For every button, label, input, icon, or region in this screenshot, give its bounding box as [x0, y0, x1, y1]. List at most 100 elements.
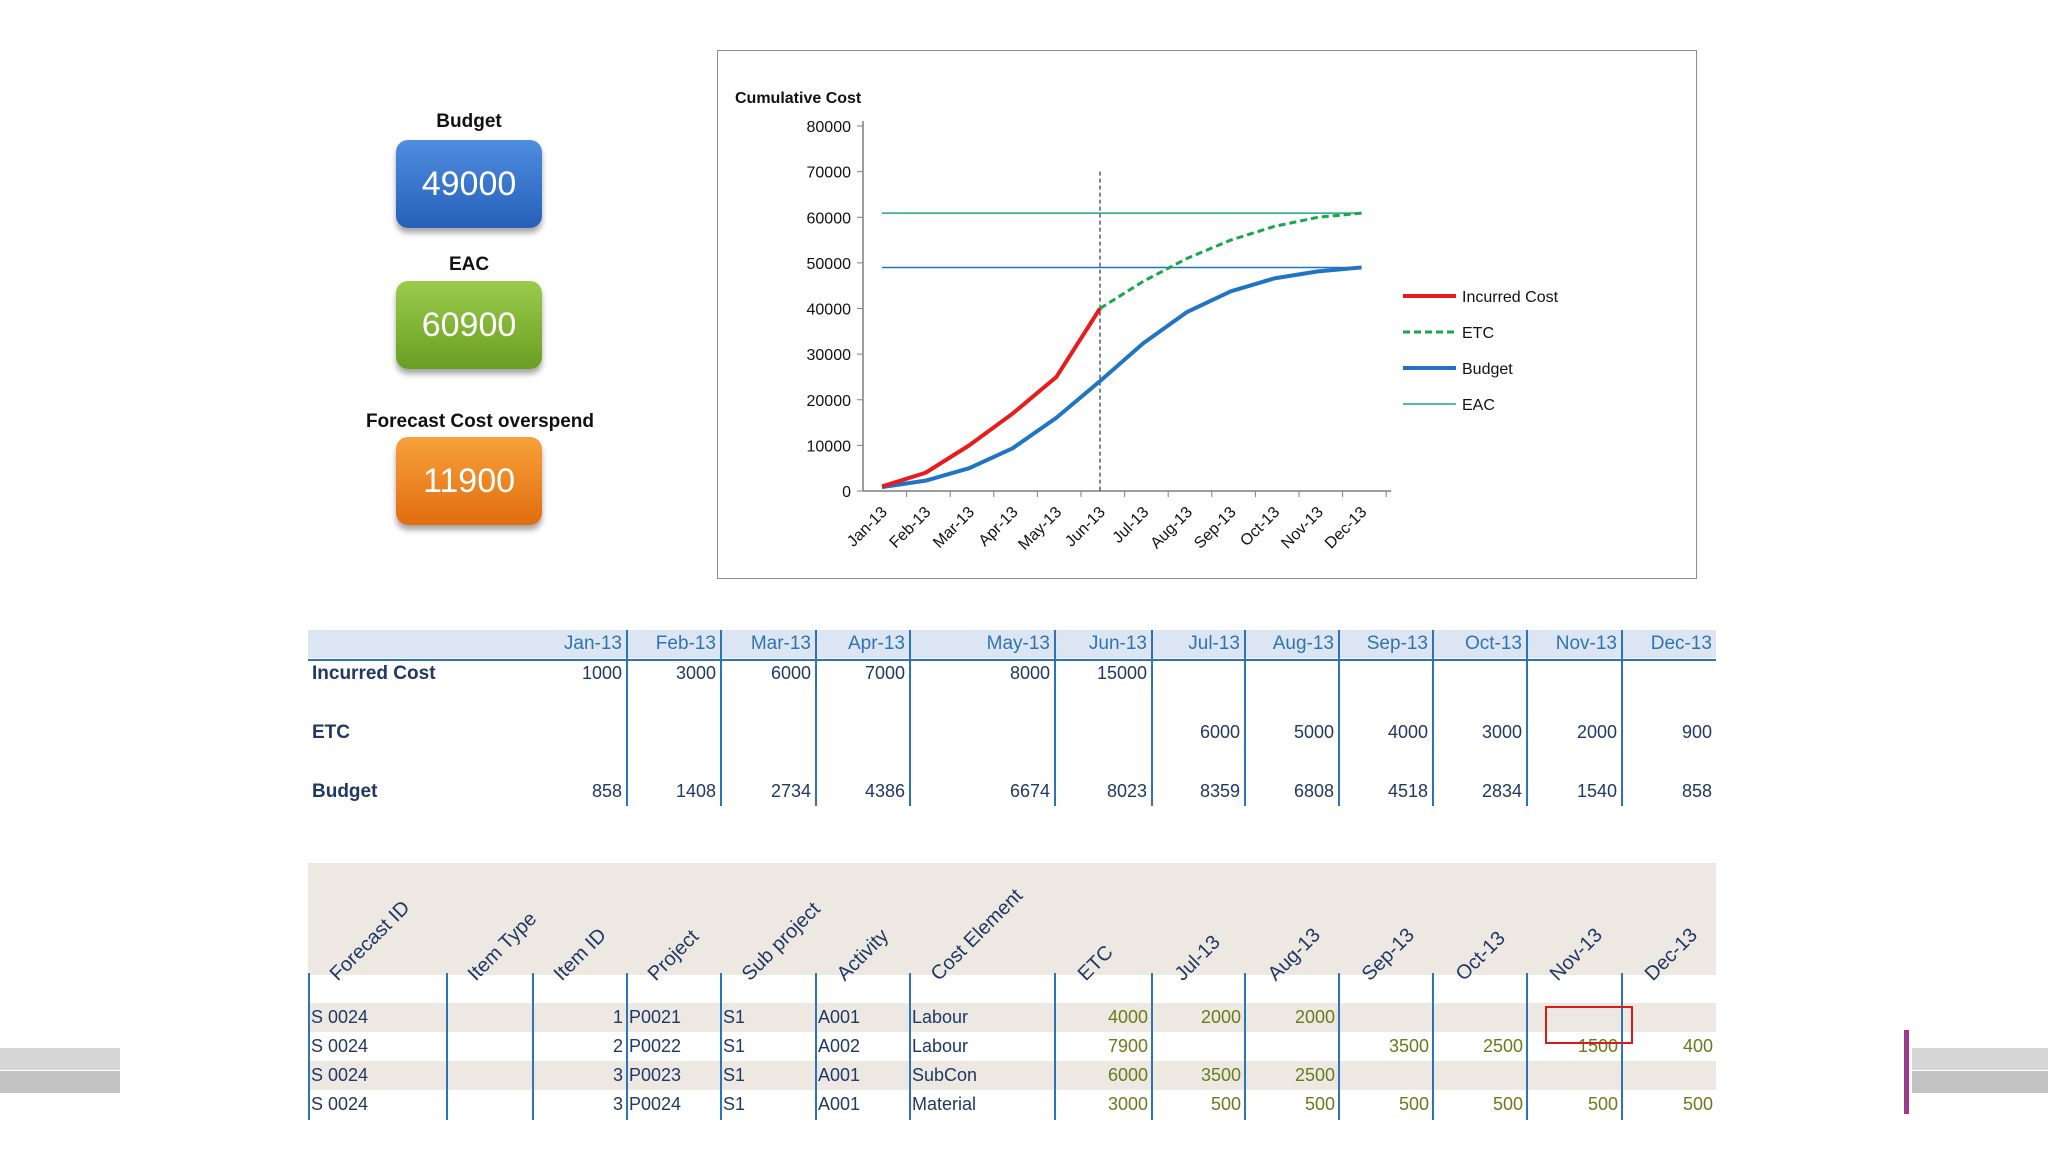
- x-tick-label: May-13: [1015, 504, 1065, 554]
- summary-row-label: Incurred Cost: [312, 663, 436, 684]
- header-underline: [308, 659, 1716, 661]
- column-divider: [909, 973, 911, 1120]
- column-divider: [1621, 973, 1623, 1120]
- table-cell: Material: [912, 1094, 977, 1114]
- x-tick-label: Mar-13: [930, 504, 978, 552]
- budget-tile: 49000: [396, 140, 542, 228]
- y-tick-label: 80000: [807, 119, 852, 136]
- column-divider: [532, 973, 534, 1120]
- cumulative-cost-chart: Cumulative Cost 0 10000 20000 30000 40000 5000…: [717, 50, 1697, 579]
- table-cell: 2500: [1294, 1065, 1335, 1085]
- table-cell: Labour: [912, 1007, 969, 1027]
- column-divider: [815, 630, 817, 806]
- table-cell: 6000: [1107, 1065, 1148, 1085]
- eac-value: 60900: [421, 305, 517, 344]
- table-cell: Labour: [912, 1036, 969, 1056]
- table-cell: 500: [1587, 1094, 1618, 1114]
- summary-cell: 4386: [864, 781, 905, 801]
- column-divider: [720, 630, 722, 806]
- chart-title: Cumulative Cost: [735, 90, 862, 107]
- summary-cell: 3000: [675, 663, 716, 683]
- summary-cell: 900: [1681, 722, 1712, 742]
- summary-month-header: Mar-13: [720, 630, 815, 658]
- column-divider: [1432, 630, 1434, 806]
- table-cell: P0021: [629, 1007, 682, 1027]
- column-divider: [626, 630, 628, 806]
- summary-month-header: Oct-13: [1432, 630, 1526, 658]
- x-tick-label: Feb-13: [887, 504, 935, 552]
- overspend-label: Forecast Cost overspend: [365, 411, 595, 432]
- y-tick-label: 10000: [807, 438, 852, 455]
- summary-cell: 1408: [675, 781, 716, 801]
- table-row: S 0024 3 P0023 S1 A001 SubCon 6000 3500 2500: [308, 1061, 1716, 1090]
- table-cell: 1500: [1577, 1036, 1618, 1056]
- accent-marker: [1904, 1030, 1909, 1114]
- column-divider: [909, 630, 911, 806]
- x-tick-label: Nov-13: [1278, 504, 1327, 553]
- table-cell: 3: [612, 1065, 623, 1085]
- table-cell: A001: [818, 1065, 861, 1085]
- y-tick-label: 50000: [807, 256, 852, 273]
- summary-month-header: Jan-13: [308, 630, 626, 658]
- table-cell: S1: [723, 1094, 746, 1114]
- table-cell: 500: [1210, 1094, 1241, 1114]
- summary-month-header: Dec-13: [1621, 630, 1716, 658]
- column-divider: [1244, 630, 1246, 806]
- budget-label: Budget: [436, 111, 502, 132]
- column-divider: [1054, 973, 1056, 1120]
- summary-cell: 2834: [1481, 781, 1522, 801]
- summary-cell: 4000: [1387, 722, 1428, 742]
- column-divider: [308, 973, 310, 1120]
- table-cell: A001: [818, 1094, 861, 1114]
- x-tick-label: Jun-13: [1062, 504, 1109, 551]
- y-tick-label: 30000: [807, 347, 852, 364]
- summary-month-header: Sep-13: [1338, 630, 1432, 658]
- detail-table: Forecast ID Item Type Item ID Project Sub pr…: [308, 863, 1716, 1123]
- table-cell: P0024: [629, 1094, 682, 1114]
- table-cell: 2: [612, 1036, 623, 1056]
- summary-cell: 8023: [1106, 781, 1147, 801]
- eac-tile: 60900: [396, 281, 542, 369]
- column-divider: [1526, 630, 1528, 806]
- table-cell: S 0024: [311, 1036, 369, 1056]
- table-row: S 0024 1 P0021 S1 A001 Labour 4000 2000 2000: [308, 1003, 1716, 1032]
- summary-cell: 2000: [1576, 722, 1617, 742]
- table-cell: P0023: [629, 1065, 682, 1085]
- budget-value: 49000: [421, 164, 517, 203]
- overspend-value: 11900: [422, 461, 516, 500]
- table-cell: S 0024: [311, 1094, 369, 1114]
- table-cell: 2000: [1200, 1007, 1241, 1027]
- legend-label: Incurred Cost: [1462, 289, 1559, 306]
- table-cell: A001: [818, 1007, 861, 1027]
- table-cell: P0022: [629, 1036, 682, 1056]
- summary-cell: 15000: [1096, 663, 1147, 683]
- right-decor-bar: [1912, 1048, 2048, 1070]
- summary-cell: 6674: [1009, 781, 1050, 801]
- summary-month-header: Nov-13: [1526, 630, 1621, 658]
- y-tick-label: 40000: [807, 302, 852, 319]
- summary-cell: 6808: [1293, 781, 1334, 801]
- left-decor-bar: [0, 1071, 120, 1093]
- y-tick-label: 20000: [807, 393, 852, 410]
- highlight-box: [1545, 1006, 1633, 1044]
- overspend-tile: 11900: [396, 437, 542, 525]
- legend-label: EAC: [1462, 397, 1495, 414]
- table-cell: A002: [818, 1036, 861, 1056]
- column-divider: [1338, 630, 1340, 806]
- summary-cell: 4518: [1387, 781, 1428, 801]
- right-decor-bar: [1912, 1071, 2048, 1093]
- summary-cell: 5000: [1293, 722, 1334, 742]
- column-divider: [1338, 973, 1340, 1120]
- legend-label: Budget: [1462, 361, 1513, 378]
- summary-month-header: Jul-13: [1151, 630, 1244, 658]
- table-cell: 500: [1304, 1094, 1335, 1114]
- column-divider: [1244, 973, 1246, 1120]
- series-line-budget: [881, 265, 1362, 490]
- summary-cell: 7000: [864, 663, 905, 683]
- table-cell: S 0024: [311, 1007, 369, 1027]
- x-tick-label: Jan-13: [844, 504, 891, 551]
- series-line-incurred-cost: [881, 307, 1102, 489]
- column-divider: [626, 973, 628, 1120]
- summary-row-label: Budget: [312, 781, 378, 802]
- table-cell: 2500: [1482, 1036, 1523, 1056]
